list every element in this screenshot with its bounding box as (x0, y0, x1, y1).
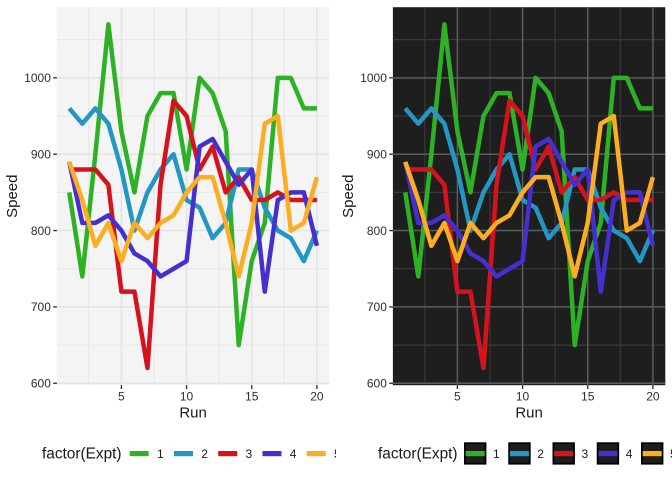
svg-text:4: 4 (290, 447, 297, 461)
svg-text:800: 800 (31, 224, 51, 238)
svg-text:Speed: Speed (340, 175, 357, 218)
svg-text:10: 10 (516, 390, 530, 404)
svg-text:Run: Run (515, 405, 543, 422)
svg-text:800: 800 (367, 224, 387, 238)
svg-text:1000: 1000 (360, 71, 387, 85)
svg-text:factor(Expt): factor(Expt) (378, 446, 458, 463)
svg-text:1: 1 (157, 447, 164, 461)
svg-text:3: 3 (245, 447, 252, 461)
svg-text:700: 700 (367, 300, 387, 314)
svg-text:600: 600 (31, 377, 51, 391)
svg-text:15: 15 (581, 390, 595, 404)
svg-text:5: 5 (118, 390, 125, 404)
svg-text:10: 10 (180, 390, 194, 404)
svg-text:2: 2 (537, 447, 544, 461)
svg-text:900: 900 (367, 148, 387, 162)
svg-text:Run: Run (179, 405, 207, 422)
svg-text:600: 600 (367, 377, 387, 391)
svg-text:1000: 1000 (24, 71, 51, 85)
svg-text:5: 5 (670, 447, 672, 461)
svg-text:Speed: Speed (4, 175, 21, 218)
svg-text:2: 2 (201, 447, 208, 461)
svg-text:15: 15 (245, 390, 259, 404)
svg-text:3: 3 (581, 447, 588, 461)
svg-text:4: 4 (626, 447, 633, 461)
svg-text:20: 20 (310, 390, 324, 404)
svg-text:factor(Expt): factor(Expt) (42, 446, 122, 463)
svg-text:5: 5 (454, 390, 461, 404)
svg-text:20: 20 (646, 390, 660, 404)
svg-text:900: 900 (31, 148, 51, 162)
svg-text:700: 700 (31, 300, 51, 314)
svg-text:1: 1 (493, 447, 500, 461)
